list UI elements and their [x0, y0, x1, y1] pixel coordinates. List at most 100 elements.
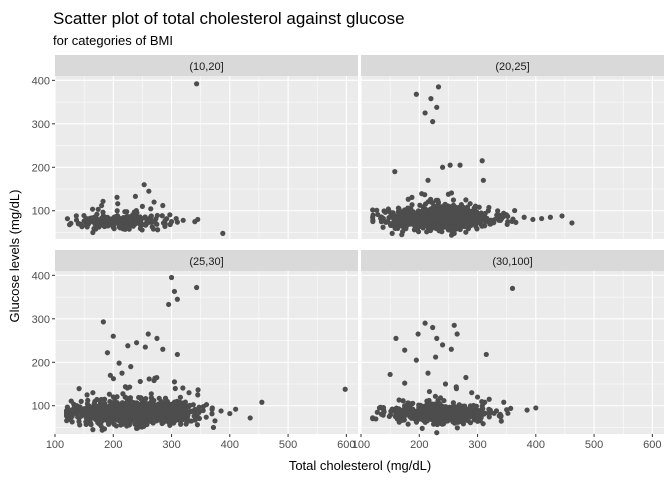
data-point: [121, 405, 127, 411]
data-point: [176, 407, 183, 414]
data-point: [118, 419, 124, 425]
data-point: [435, 197, 441, 203]
chart-title: Scatter plot of total cholesterol agains…: [53, 9, 405, 28]
data-point: [133, 340, 140, 346]
y-tick-label: 400: [32, 270, 50, 282]
data-point: [508, 405, 514, 411]
data-point: [97, 416, 103, 422]
data-point: [388, 412, 394, 418]
data-point: [381, 409, 387, 415]
data-point: [428, 219, 434, 225]
data-point: [186, 390, 192, 396]
data-point: [90, 427, 96, 433]
data-point: [432, 402, 438, 408]
facet-strip-label: (20,25]: [495, 61, 529, 73]
data-point: [190, 408, 196, 414]
data-point: [480, 400, 486, 407]
data-point: [498, 418, 504, 424]
data-point: [375, 211, 381, 218]
data-point: [93, 226, 99, 232]
data-point: [466, 214, 472, 220]
data-point: [125, 412, 131, 418]
data-point: [387, 221, 393, 227]
data-point: [434, 335, 440, 341]
data-point: [430, 421, 437, 427]
data-point: [160, 346, 166, 352]
data-point: [163, 403, 169, 409]
data-point: [195, 414, 201, 421]
data-point: [441, 421, 447, 427]
data-point: [411, 221, 418, 227]
data-point: [194, 422, 201, 428]
data-point: [99, 202, 105, 209]
data-point: [435, 84, 442, 90]
data-point: [521, 214, 527, 220]
data-point: [195, 392, 201, 398]
data-point: [160, 202, 166, 209]
data-point: [380, 405, 386, 411]
data-point: [473, 223, 479, 229]
data-point: [392, 169, 398, 175]
data-point: [480, 211, 487, 217]
data-point: [447, 162, 453, 168]
data-point: [464, 406, 470, 412]
data-point: [135, 410, 142, 416]
data-point: [132, 193, 139, 200]
y-tick-label: 200: [32, 162, 50, 174]
data-point: [547, 214, 553, 220]
data-point: [405, 421, 411, 427]
data-point: [409, 213, 415, 219]
data-point: [103, 214, 109, 221]
data-point: [146, 188, 152, 194]
data-point: [414, 214, 420, 220]
data-point: [539, 215, 545, 222]
data-point: [90, 229, 96, 236]
data-point: [94, 396, 100, 403]
data-point: [195, 387, 201, 393]
data-point: [203, 414, 209, 420]
data-point: [402, 347, 408, 353]
data-point: [374, 409, 380, 415]
data-point: [455, 218, 462, 224]
data-point: [170, 416, 177, 422]
data-point: [163, 216, 170, 222]
data-point: [193, 81, 200, 87]
data-point: [110, 376, 117, 382]
data-point: [141, 407, 147, 413]
y-tick-label: 400: [32, 75, 50, 87]
data-point: [504, 221, 510, 227]
data-point: [191, 413, 197, 419]
data-point: [479, 158, 485, 164]
data-point: [402, 403, 408, 409]
data-point: [460, 204, 467, 211]
data-point: [140, 423, 146, 429]
data-point: [425, 177, 431, 183]
y-tick-label: 100: [32, 206, 50, 218]
data-point: [479, 223, 485, 229]
data-point: [142, 214, 148, 220]
data-point: [434, 104, 440, 110]
data-point: [100, 218, 106, 224]
data-point: [151, 199, 157, 205]
data-point: [76, 419, 82, 425]
data-point: [177, 413, 183, 419]
data-point: [460, 421, 467, 427]
data-point: [421, 208, 428, 214]
data-points: [370, 285, 539, 436]
data-point: [443, 212, 449, 218]
data-point: [419, 214, 426, 220]
data-point: [453, 386, 460, 392]
data-point: [156, 404, 162, 411]
data-point: [405, 217, 412, 223]
data-point: [99, 427, 105, 433]
data-point: [424, 405, 430, 411]
data-point: [162, 223, 168, 230]
data-point: [220, 230, 226, 236]
data-point: [393, 405, 400, 411]
data-point: [68, 398, 74, 404]
data-point: [386, 208, 392, 214]
data-point: [100, 408, 106, 414]
data-point: [497, 411, 503, 417]
data-point: [69, 419, 75, 425]
